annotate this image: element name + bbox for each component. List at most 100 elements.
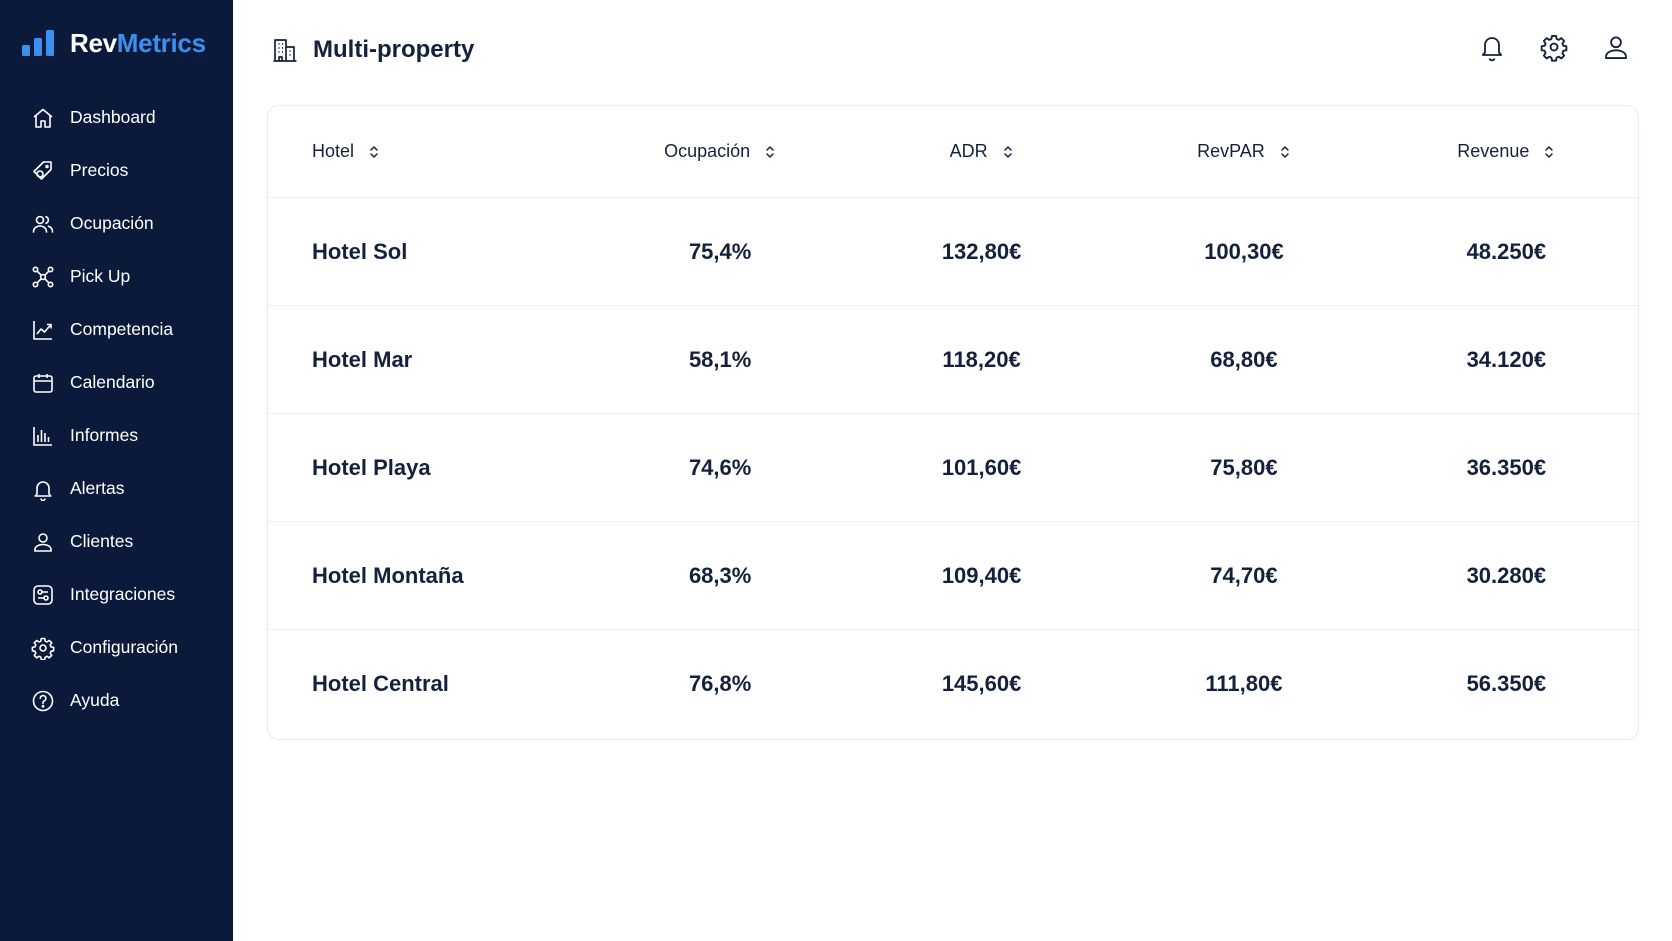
topbar: Multi-property (233, 0, 1672, 100)
logo-text: RevMetrics (70, 28, 206, 58)
notifications-button[interactable] (1478, 32, 1506, 64)
cell-revenue: 36.350€ (1466, 454, 1547, 480)
integrations-icon (33, 584, 53, 605)
sidebar-item-precios[interactable]: Precios (0, 144, 233, 197)
header-actions (1478, 32, 1630, 64)
help-icon (32, 690, 54, 711)
sort-icon (1545, 145, 1554, 158)
cell-revpar: 111,80€ (1205, 671, 1283, 696)
page-title-group: Multi-property (271, 34, 474, 66)
calendar-icon (33, 373, 53, 393)
sidebar-item-label: Ayuda (70, 690, 120, 710)
cell-adr: 145,60€ (941, 671, 1022, 696)
home-icon (33, 108, 53, 128)
sidebar-item-ocupacion[interactable]: Ocupación (0, 197, 233, 250)
cell-ocupacion: 58,1% (688, 346, 752, 372)
sidebar-item-label: Calendario (70, 372, 155, 392)
sidebar-item-configuracion[interactable]: Configuración (0, 621, 233, 674)
sidebar: RevMetrics Dashboard Precios Ocupación P… (0, 0, 233, 941)
cell-revpar: 74,70€ (1210, 562, 1278, 588)
bar-chart-icon (33, 426, 52, 446)
cell-hotel: Hotel Playa (312, 454, 431, 480)
table-header: Hotel Ocupación ADR RevPAR Revenue (268, 106, 1638, 198)
table-row[interactable]: Hotel Mar 58,1% 118,20€ 68,80€ 34.120€ (268, 306, 1638, 414)
sidebar-item-informes[interactable]: Informes (0, 409, 233, 462)
gear-icon (1540, 34, 1568, 62)
user-icon (1605, 36, 1627, 60)
multi-property-table: Hotel Ocupación ADR RevPAR Revenue Hotel… (267, 105, 1639, 740)
sidebar-item-label: Clientes (70, 531, 134, 551)
logo-text-rev: Rev (70, 28, 117, 58)
table-row[interactable]: Hotel Montaña 68,3% 109,40€ 74,70€ 30.28… (268, 522, 1638, 630)
line-chart-icon (33, 320, 52, 340)
cell-revpar: 100,30€ (1204, 238, 1284, 264)
cell-revenue: 30.280€ (1466, 562, 1547, 588)
cell-ocupacion: 76,8% (688, 671, 752, 696)
sidebar-item-ayuda[interactable]: Ayuda (0, 674, 233, 727)
column-header-ocupacion[interactable]: Ocupación (590, 141, 850, 162)
column-header-adr[interactable]: ADR (850, 141, 1113, 162)
sort-icon (370, 145, 378, 158)
settings-button[interactable] (1540, 32, 1568, 64)
logo-bars-icon (22, 30, 54, 56)
cell-ocupacion: 75,4% (688, 238, 752, 264)
user-icon (34, 532, 52, 552)
column-header-label: Revenue (1457, 141, 1530, 161)
column-header-label: Ocupación (664, 141, 751, 161)
column-header-label: Hotel (312, 141, 355, 161)
page-title: Multi-property (313, 36, 475, 63)
sidebar-item-integraciones[interactable]: Integraciones (0, 568, 233, 621)
sidebar-item-label: Configuración (70, 637, 178, 657)
bell-icon (34, 480, 52, 501)
cell-revenue: 34.120€ (1466, 346, 1547, 372)
cell-adr: 118,20€ (942, 346, 1021, 372)
sort-icon (766, 145, 774, 158)
sidebar-item-clientes[interactable]: Clientes (0, 515, 233, 568)
sidebar-item-label: Ocupación (70, 213, 154, 233)
bell-icon (1481, 37, 1503, 62)
sidebar-item-calendario[interactable]: Calendario (0, 356, 233, 409)
sidebar-item-label: Dashboard (70, 107, 156, 127)
table-row[interactable]: Hotel Playa 74,6% 101,60€ 75,80€ 36.350€ (268, 414, 1638, 522)
cell-ocupacion: 74,6% (688, 454, 752, 480)
cell-revenue: 56.350€ (1466, 671, 1547, 696)
sidebar-item-alertas[interactable]: Alertas (0, 462, 233, 515)
sidebar-item-label: Pick Up (70, 266, 131, 286)
sidebar-nav: Dashboard Precios Ocupación Pick Up Comp… (0, 91, 233, 727)
profile-button[interactable] (1602, 32, 1630, 64)
sidebar-item-label: Alertas (70, 478, 125, 498)
sidebar-item-label: Informes (70, 425, 139, 445)
sidebar-item-pick-up[interactable]: Pick Up (0, 250, 233, 303)
column-header-revpar[interactable]: RevPAR (1113, 141, 1374, 162)
sidebar-item-competencia[interactable]: Competencia (0, 303, 233, 356)
sidebar-item-label: Integraciones (70, 584, 176, 604)
column-header-revenue[interactable]: Revenue (1375, 141, 1638, 162)
main-content: Multi-property Hotel Ocupación (233, 0, 1672, 941)
cell-hotel: Hotel Sol (312, 238, 408, 264)
column-header-label: RevPAR (1197, 141, 1265, 161)
sidebar-item-dashboard[interactable]: Dashboard (0, 91, 233, 144)
sidebar-item-label: Precios (70, 160, 129, 180)
cell-adr: 132,80€ (941, 238, 1022, 264)
table-row[interactable]: Hotel Central 76,8% 145,60€ 111,80€ 56.3… (268, 630, 1638, 738)
tag-icon (33, 160, 52, 180)
cell-adr: 101,60€ (941, 454, 1022, 480)
cell-revpar: 75,80€ (1210, 454, 1278, 480)
cell-hotel: Hotel Central (312, 671, 449, 696)
table-row[interactable]: Hotel Sol 75,4% 132,80€ 100,30€ 48.250€ (268, 198, 1638, 306)
logo[interactable]: RevMetrics (22, 28, 206, 58)
cell-hotel: Hotel Montaña (312, 562, 464, 588)
column-header-label: ADR (949, 141, 988, 161)
cell-revenue: 48.250€ (1466, 238, 1547, 264)
users-icon (32, 215, 54, 233)
cell-ocupacion: 68,3% (688, 562, 752, 588)
cell-adr: 109,40€ (941, 562, 1022, 588)
cell-revpar: 68,80€ (1210, 346, 1278, 372)
sort-icon (1281, 145, 1289, 158)
building-icon (273, 39, 297, 62)
cell-hotel: Hotel Mar (312, 346, 413, 372)
sort-icon (1003, 145, 1012, 158)
gear-icon (31, 637, 55, 660)
column-header-hotel[interactable]: Hotel (268, 141, 590, 162)
logo-text-metrics: Metrics (116, 28, 206, 58)
